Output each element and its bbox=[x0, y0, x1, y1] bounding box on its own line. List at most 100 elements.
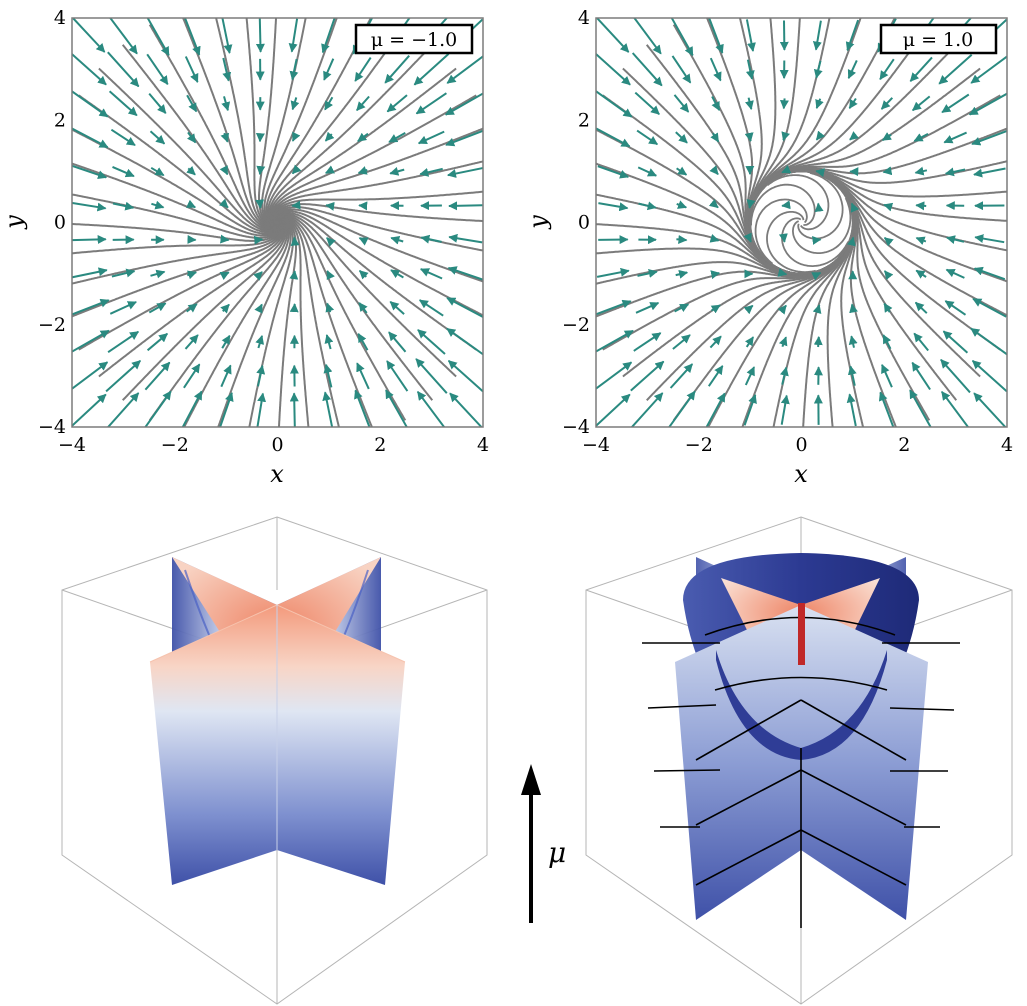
streamline bbox=[748, 169, 1001, 351]
y-tick-label: 2 bbox=[578, 109, 590, 131]
trajectory-lines-right bbox=[642, 616, 960, 928]
streamline bbox=[273, 206, 483, 252]
vector-arrow bbox=[598, 202, 629, 212]
vector-arrow bbox=[709, 335, 722, 349]
vector-arrow bbox=[670, 18, 694, 57]
vector-arrow bbox=[944, 167, 966, 177]
vector-arrow bbox=[255, 18, 265, 53]
surface-front-left-wall bbox=[675, 605, 801, 920]
vector-arrow bbox=[971, 129, 1007, 146]
vector-arrow bbox=[324, 334, 334, 350]
vector-arrow bbox=[356, 95, 370, 111]
vector-arrow bbox=[972, 298, 1007, 318]
vector-arrow bbox=[968, 92, 1007, 116]
vector-arrow bbox=[183, 18, 201, 56]
x-tick-label: 0 bbox=[795, 434, 807, 456]
vector-arrow bbox=[597, 165, 630, 179]
streamline bbox=[738, 18, 855, 275]
ticks-left: −4 −2 0 2 4 4 2 0 −2 −4 bbox=[38, 7, 489, 456]
vector-arrow bbox=[289, 58, 299, 81]
bifurcation-surface-left bbox=[61, 516, 488, 1005]
vector-arrow bbox=[358, 269, 369, 280]
vector-arrow bbox=[709, 234, 720, 243]
vector-arrow bbox=[915, 236, 927, 245]
vector-arrow bbox=[324, 96, 334, 111]
vector-arrow bbox=[938, 54, 973, 85]
vector-arrow bbox=[446, 327, 483, 356]
vector-arrow bbox=[676, 234, 688, 244]
vector-arrow bbox=[291, 131, 301, 142]
vector-arrow bbox=[880, 97, 894, 110]
vector-arrow bbox=[186, 303, 198, 313]
vector-arrow bbox=[596, 53, 631, 86]
vector-arrow bbox=[220, 234, 230, 244]
streamline bbox=[748, 170, 856, 427]
vector-arrow bbox=[109, 301, 137, 315]
legend-left: μ = −1.0 bbox=[371, 29, 457, 51]
vector-arrow bbox=[447, 359, 483, 393]
vector-arrow bbox=[707, 365, 724, 387]
vector-arrow bbox=[849, 303, 859, 314]
y-tick-label: −4 bbox=[562, 416, 590, 438]
y-tick-label: 2 bbox=[54, 109, 66, 131]
vector-arrow bbox=[390, 235, 404, 245]
phase-portrait-left: μ = −1.0 −4 −2 0 2 4 4 2 0 −2 −4 x y bbox=[0, 7, 489, 488]
plot-frame-left bbox=[71, 17, 484, 428]
vector-arrow bbox=[72, 267, 108, 279]
vector-arrow bbox=[419, 167, 443, 177]
vector-arrow bbox=[973, 167, 1006, 178]
vector-field-left bbox=[72, 18, 483, 427]
vector-arrow bbox=[72, 393, 107, 427]
vector-arrow bbox=[744, 336, 755, 348]
vector-arrow bbox=[879, 58, 895, 81]
x-tick-label: 4 bbox=[1001, 434, 1013, 456]
vector-arrow bbox=[325, 302, 335, 313]
vector-arrow bbox=[326, 237, 336, 247]
vector-arrow bbox=[815, 168, 826, 178]
streamline bbox=[748, 169, 1007, 283]
vector-arrow bbox=[675, 269, 689, 279]
streamline bbox=[78, 94, 281, 234]
vector-arrow bbox=[912, 95, 931, 112]
vector-arrow bbox=[847, 59, 858, 80]
vector-arrow bbox=[325, 201, 335, 211]
vector-arrow bbox=[676, 166, 688, 176]
vector-arrow bbox=[881, 363, 893, 388]
inner-streamline bbox=[754, 198, 808, 265]
vector-arrow bbox=[108, 90, 138, 117]
vector-arrow bbox=[812, 304, 822, 315]
vector-arrow bbox=[150, 166, 165, 177]
vector-arrow bbox=[848, 97, 858, 109]
vector-arrow bbox=[746, 199, 756, 209]
vector-arrow bbox=[219, 271, 230, 280]
x-tick-label: 0 bbox=[271, 434, 283, 456]
vector-arrow bbox=[675, 131, 688, 144]
vector-arrow bbox=[631, 52, 663, 87]
vector-arrow bbox=[637, 269, 658, 278]
vector-arrow bbox=[110, 128, 136, 147]
phase-portrait-right: μ = 1.0 −4 −2 0 2 4 4 2 0 −2 −4 x y bbox=[524, 7, 1013, 488]
vector-arrow bbox=[357, 132, 369, 143]
vector-arrow bbox=[323, 363, 333, 388]
vector-arrow bbox=[743, 394, 757, 426]
vector-arrow bbox=[289, 303, 299, 313]
vector-arrow bbox=[183, 363, 201, 389]
vector-arrow bbox=[386, 94, 408, 113]
vector-arrow bbox=[811, 271, 822, 281]
vector-arrow bbox=[883, 302, 893, 313]
vector-arrow bbox=[812, 20, 822, 51]
vector-arrow bbox=[915, 269, 927, 279]
vector-arrow bbox=[448, 233, 483, 244]
y-tick-label: 4 bbox=[578, 7, 590, 29]
vector-arrow bbox=[745, 97, 754, 110]
x-tick-label: −4 bbox=[58, 434, 86, 456]
vector-arrow bbox=[781, 200, 791, 210]
vector-arrow bbox=[357, 333, 369, 351]
vector-arrow bbox=[778, 336, 788, 348]
vector-arrow bbox=[634, 91, 660, 115]
vector-arrow bbox=[630, 360, 665, 392]
vector-arrow bbox=[148, 92, 167, 114]
vector-arrow bbox=[911, 361, 931, 391]
vector-arrow bbox=[813, 60, 823, 79]
vector-arrow bbox=[744, 132, 754, 142]
